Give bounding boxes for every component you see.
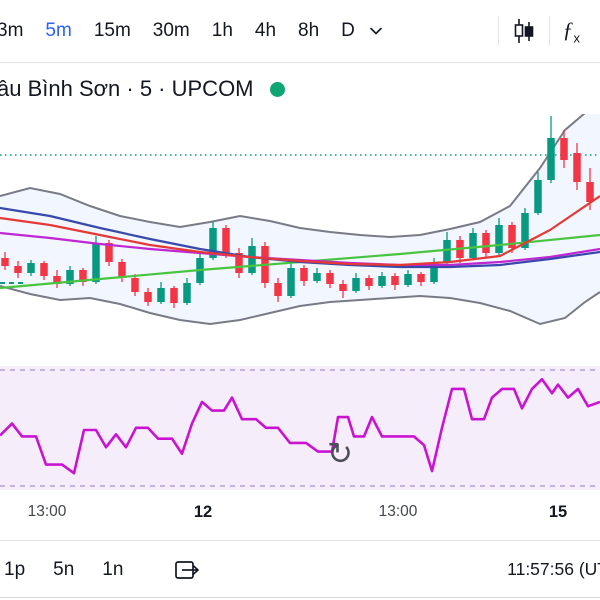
toolbar-icon-group: ƒx [485, 16, 600, 46]
range-1n[interactable]: 1n [102, 558, 124, 580]
market-status-dot [269, 81, 285, 97]
time-label: 15 [548, 503, 568, 521]
range-5n[interactable]: 5n [53, 558, 75, 580]
indicator-chart[interactable] [0, 366, 600, 490]
bottom-edge-divider [0, 597, 600, 598]
refresh-icon[interactable]: ↻ [322, 436, 358, 472]
timeframe-30m[interactable]: 30m [152, 20, 190, 41]
symbol-title[interactable]: âu Bình Sơn · 5 · UPCOM [0, 76, 254, 101]
bottom-toolbar: 1p 5n 1n 11:57:56 (UT [0, 540, 600, 598]
chart-type-candles-icon[interactable] [512, 17, 536, 45]
timeframe-1h[interactable]: 1h [211, 20, 233, 41]
range-1p[interactable]: 1p [4, 558, 26, 580]
timeframe-list: 3m 5m 15m 30m 1h 4h 8h D [0, 20, 366, 42]
clock[interactable]: 11:57:56 (UT [507, 559, 600, 579]
timeframe-8h[interactable]: 8h [298, 20, 320, 41]
refresh-glyph: ↻ [327, 436, 353, 471]
timeframe-toolbar: 3m 5m 15m 30m 1h 4h 8h D ƒx [0, 0, 600, 63]
time-label: 12 [193, 503, 213, 521]
timeframe-4h[interactable]: 4h [254, 20, 277, 41]
toolbar-divider [548, 16, 550, 46]
fx-f: ƒ [562, 16, 574, 42]
chevron-down-icon[interactable] [368, 23, 384, 39]
range-list: 1p 5n 1n [0, 559, 137, 581]
timeframe-D[interactable]: D [341, 20, 355, 41]
symbol-row: âu Bình Sơn · 5 · UPCOM [0, 63, 600, 115]
time-label: 13:00 [27, 503, 67, 520]
indicator-pane[interactable]: ↻ [0, 366, 600, 490]
go-to-date-icon[interactable] [173, 558, 201, 582]
timeframe-15m[interactable]: 15m [93, 20, 131, 41]
price-chart-pane[interactable] [0, 114, 600, 364]
fx-x: x [573, 30, 581, 46]
timeframe-3m[interactable]: 3m [0, 20, 24, 41]
indicators-fx-icon[interactable]: ƒx [563, 17, 581, 45]
candlestick-chart[interactable] [0, 114, 600, 364]
toolbar-divider [497, 16, 499, 46]
time-axis[interactable]: 13:00 12 13:00 15 [0, 490, 600, 540]
time-label: 13:00 [378, 503, 418, 520]
timeframe-5m[interactable]: 5m [45, 20, 72, 41]
